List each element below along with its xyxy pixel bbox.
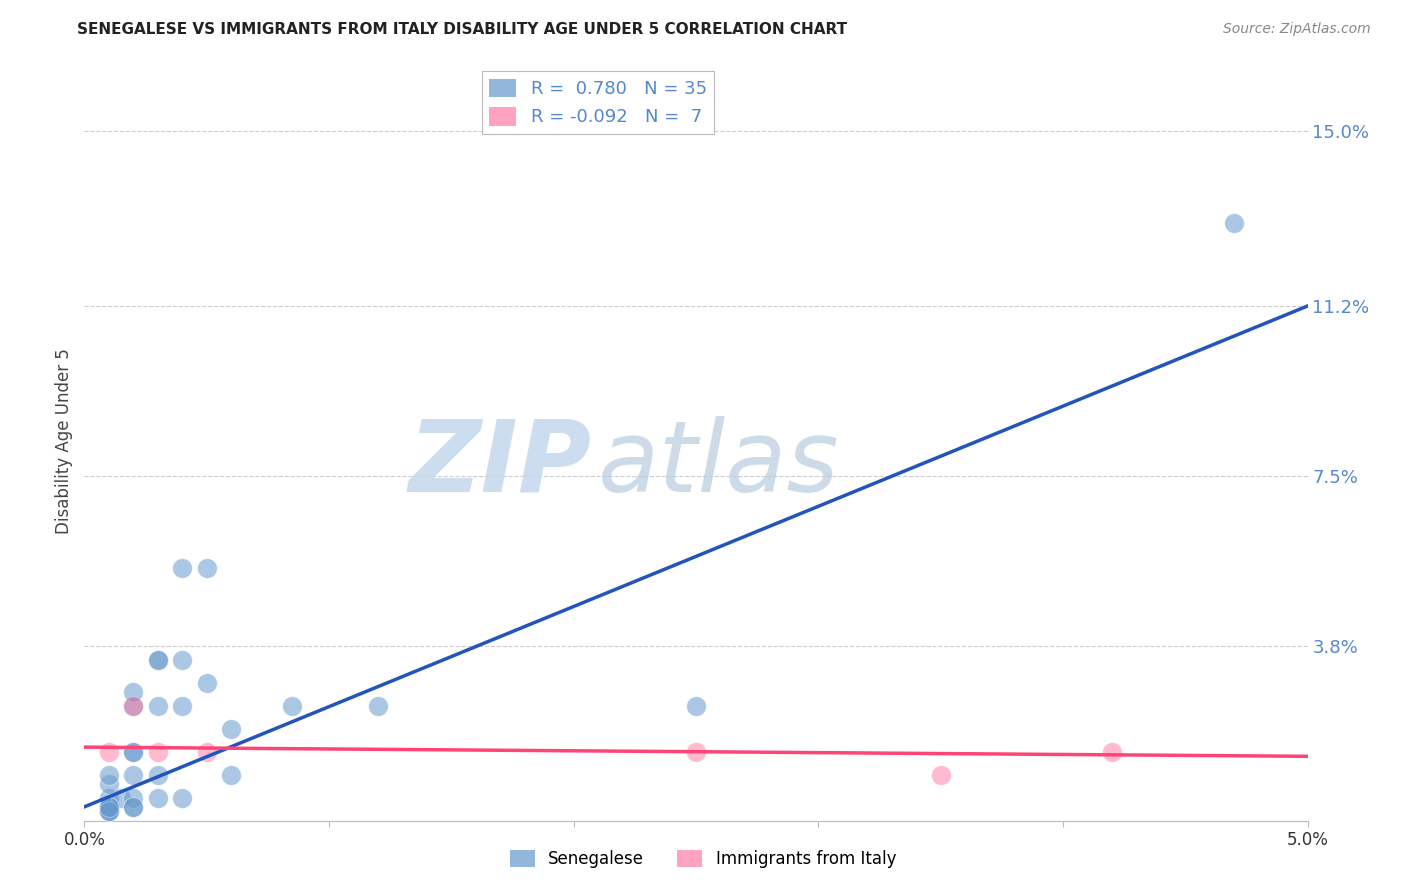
Point xyxy=(97,790,120,805)
Point xyxy=(146,790,169,805)
Point xyxy=(281,698,304,713)
Point xyxy=(195,675,218,690)
Y-axis label: Disability Age Under 5: Disability Age Under 5 xyxy=(55,349,73,534)
Point xyxy=(122,790,145,805)
Point xyxy=(122,745,145,759)
Point xyxy=(219,722,242,736)
Point xyxy=(195,561,218,575)
Point xyxy=(929,767,952,781)
Point xyxy=(122,685,145,699)
Point xyxy=(122,745,145,759)
Point xyxy=(110,790,132,805)
Point xyxy=(146,698,169,713)
Legend: R =  0.780   N = 35, R = -0.092   N =  7: R = 0.780 N = 35, R = -0.092 N = 7 xyxy=(482,71,714,134)
Point xyxy=(685,698,707,713)
Point xyxy=(1101,745,1123,759)
Point xyxy=(146,745,169,759)
Point xyxy=(97,805,120,819)
Point xyxy=(685,745,707,759)
Legend: Senegalese, Immigrants from Italy: Senegalese, Immigrants from Italy xyxy=(503,843,903,875)
Point xyxy=(172,790,194,805)
Point xyxy=(122,698,145,713)
Point xyxy=(195,745,218,759)
Point xyxy=(97,800,120,814)
Point xyxy=(122,698,145,713)
Point xyxy=(172,698,194,713)
Point xyxy=(1223,216,1246,230)
Point xyxy=(122,800,145,814)
Point xyxy=(172,653,194,667)
Text: SENEGALESE VS IMMIGRANTS FROM ITALY DISABILITY AGE UNDER 5 CORRELATION CHART: SENEGALESE VS IMMIGRANTS FROM ITALY DISA… xyxy=(77,22,848,37)
Point xyxy=(219,767,242,781)
Point xyxy=(97,767,120,781)
Text: atlas: atlas xyxy=(598,416,839,513)
Point xyxy=(122,767,145,781)
Point xyxy=(97,745,120,759)
Point xyxy=(97,800,120,814)
Point xyxy=(146,653,169,667)
Point xyxy=(97,777,120,791)
Text: ZIP: ZIP xyxy=(409,416,592,513)
Point xyxy=(97,805,120,819)
Point xyxy=(97,800,120,814)
Point xyxy=(122,800,145,814)
Point xyxy=(146,653,169,667)
Point xyxy=(367,698,389,713)
Text: Source: ZipAtlas.com: Source: ZipAtlas.com xyxy=(1223,22,1371,37)
Point xyxy=(97,805,120,819)
Point xyxy=(146,767,169,781)
Point xyxy=(172,561,194,575)
